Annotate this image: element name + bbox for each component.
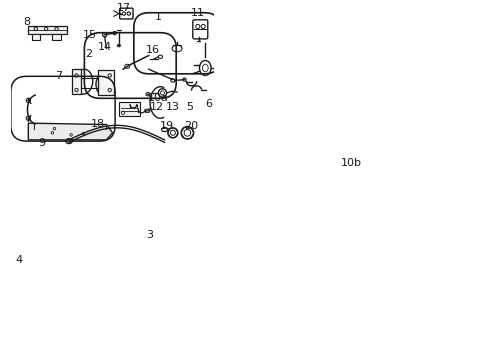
Text: 12: 12 <box>150 102 164 112</box>
Text: 4: 4 <box>16 255 22 265</box>
Text: 5: 5 <box>185 102 193 112</box>
Text: 15: 15 <box>82 30 97 40</box>
Text: 17: 17 <box>117 3 131 13</box>
Text: 19: 19 <box>159 121 173 131</box>
Text: 11: 11 <box>190 8 204 18</box>
Text: 2: 2 <box>85 49 92 59</box>
Text: 1: 1 <box>155 12 162 22</box>
Text: 9: 9 <box>39 138 45 148</box>
Polygon shape <box>52 34 61 40</box>
Text: 16: 16 <box>145 45 160 55</box>
Text: 20: 20 <box>184 121 198 131</box>
Text: 7: 7 <box>55 71 62 81</box>
Polygon shape <box>72 69 81 94</box>
Text: 6: 6 <box>204 99 212 109</box>
Polygon shape <box>32 34 40 40</box>
Text: 3: 3 <box>145 230 152 240</box>
Text: 10b: 10b <box>340 158 361 168</box>
Text: 14: 14 <box>98 42 112 52</box>
Text: 8: 8 <box>23 17 30 27</box>
Text: 13: 13 <box>165 102 180 112</box>
Text: 18: 18 <box>91 120 105 130</box>
Ellipse shape <box>117 44 120 47</box>
Text: 10a: 10a <box>147 93 168 103</box>
Polygon shape <box>28 26 67 34</box>
Polygon shape <box>98 71 114 95</box>
Polygon shape <box>28 123 112 140</box>
Polygon shape <box>119 103 140 116</box>
